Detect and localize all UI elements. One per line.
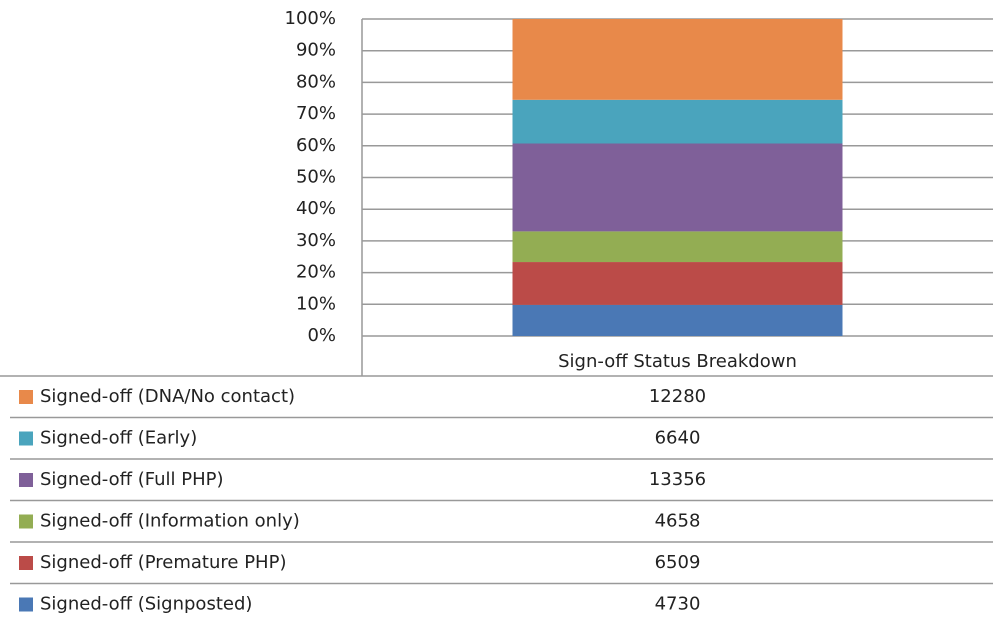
table-value: 6640 — [655, 428, 701, 449]
y-tick-label: 90% — [296, 40, 336, 61]
bar-segment — [512, 19, 843, 100]
y-tick-label: 10% — [296, 293, 336, 314]
bar-segment — [512, 304, 843, 336]
legend-swatch — [19, 390, 33, 404]
legend-label: Signed-off (Early) — [40, 428, 197, 449]
y-tick-label: 0% — [307, 325, 336, 346]
legend-label: Signed-off (DNA/No contact) — [40, 386, 295, 407]
y-tick-label: 50% — [296, 167, 336, 188]
bar-segment — [512, 143, 843, 232]
table-value: 12280 — [649, 386, 706, 407]
y-tick-label: 80% — [296, 71, 336, 92]
legend-swatch — [19, 556, 33, 570]
legend-label: Signed-off (Signposted) — [40, 594, 252, 615]
table-value: 4730 — [655, 594, 701, 615]
legend-swatch — [19, 473, 33, 487]
table-value: 4658 — [655, 511, 701, 532]
y-tick-label: 30% — [296, 230, 336, 251]
table-value: 6509 — [655, 552, 701, 573]
y-tick-label: 70% — [296, 103, 336, 124]
bar-segment — [512, 99, 843, 144]
y-tick-label: 100% — [285, 8, 336, 29]
legend-label: Signed-off (Premature PHP) — [40, 552, 286, 573]
bar-segment — [512, 262, 843, 305]
x-tick-label: Sign-off Status Breakdown — [558, 351, 797, 372]
y-tick-label: 40% — [296, 198, 336, 219]
legend-label: Signed-off (Information only) — [40, 511, 300, 532]
table-value: 13356 — [649, 469, 706, 490]
y-tick-label: 60% — [296, 135, 336, 156]
legend-label: Signed-off (Full PHP) — [40, 469, 224, 490]
bar-segment — [512, 231, 843, 263]
legend-swatch — [19, 514, 33, 529]
legend-swatch — [19, 597, 33, 612]
y-tick-label: 20% — [296, 262, 336, 283]
legend-swatch — [19, 431, 33, 446]
